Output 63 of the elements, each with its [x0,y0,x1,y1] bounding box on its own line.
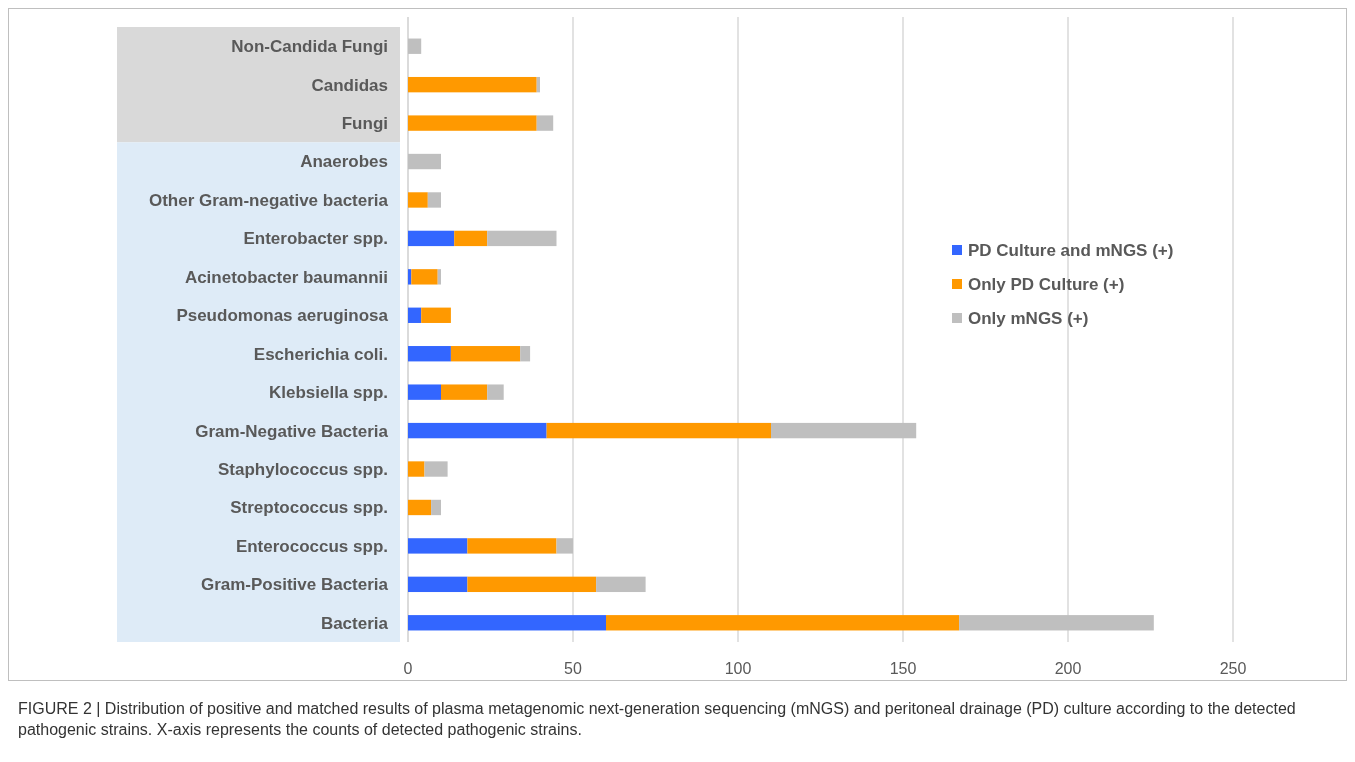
y-tick-label: Enterobacter spp. [243,229,388,249]
bar [408,192,428,208]
y-tick-label: Staphylococcus spp. [217,459,388,479]
bar [487,384,504,400]
bar [771,422,917,439]
bar [606,615,960,631]
y-tick-label: Pseudomonas aeruginosa [176,306,389,326]
x-tick-label: 250 [1219,660,1247,677]
bar [467,576,597,593]
bar [450,346,521,362]
bar [408,499,432,516]
y-tick-label: Acinetobacter baumannii [184,267,388,287]
caption: FIGURE 2 | Distribution of positive and matched results of plasma metagenomic next-generation sequencing (mNGS) and peritoneal drainage (PD) culture according to the detected pathogenic strains. X-axis represents the counts of detected pathogenic strains. [18,700,1296,738]
bar [467,538,557,554]
bar [959,615,1154,631]
y-tick-label: Gram-Negative Bacteria [195,421,389,441]
bar [441,384,488,400]
bar [408,307,422,323]
bar [421,307,451,323]
bar [408,230,455,247]
bar [427,192,441,208]
y-tick-label: Non-Candida Fungi [231,37,388,57]
y-tick-label: Other Gram-negative bacteria [148,190,389,210]
y-tick-label: Gram-Positive Bacteria [200,575,389,595]
bar [596,576,646,593]
y-tick-label: Anaerobes [300,152,388,172]
y-tick-label: Fungi [341,114,388,134]
bar [536,115,554,131]
bar [408,38,422,54]
bar [408,422,547,439]
bar [408,153,441,170]
bar [408,76,537,93]
x-tick-label: 0 [403,660,413,677]
bar [487,230,557,247]
bar [408,615,606,631]
bar [408,115,537,131]
x-tick-label: 150 [889,660,917,677]
bar [546,422,771,439]
bar [437,269,441,285]
bar [408,269,412,285]
bar [520,346,531,362]
y-tick-label: Candidas [311,75,388,95]
bar [424,461,448,477]
legend-label: Only PD Culture (+) [968,274,1125,294]
bar [431,499,441,516]
bar [411,269,438,285]
y-tick-label: Enterococcus spp. [235,536,388,556]
x-tick-label: 200 [1054,660,1082,677]
bar [556,538,573,554]
y-tick-label: Escherichia coli. [253,344,388,364]
bar [408,384,441,400]
legend-label: PD Culture and mNGS (+) [968,240,1174,260]
y-tick-label: Bacteria [320,613,389,633]
bar [408,538,468,554]
bar [454,230,488,247]
x-tick-label: 50 [564,660,582,677]
bar [408,346,451,362]
bar [408,461,425,477]
bar [408,576,468,593]
y-tick-label: Klebsiella spp. [268,383,388,403]
y-tick-label: Streptococcus spp. [230,498,388,518]
legend-label: Only mNGS (+) [968,308,1089,328]
x-tick-label: 100 [724,660,752,677]
